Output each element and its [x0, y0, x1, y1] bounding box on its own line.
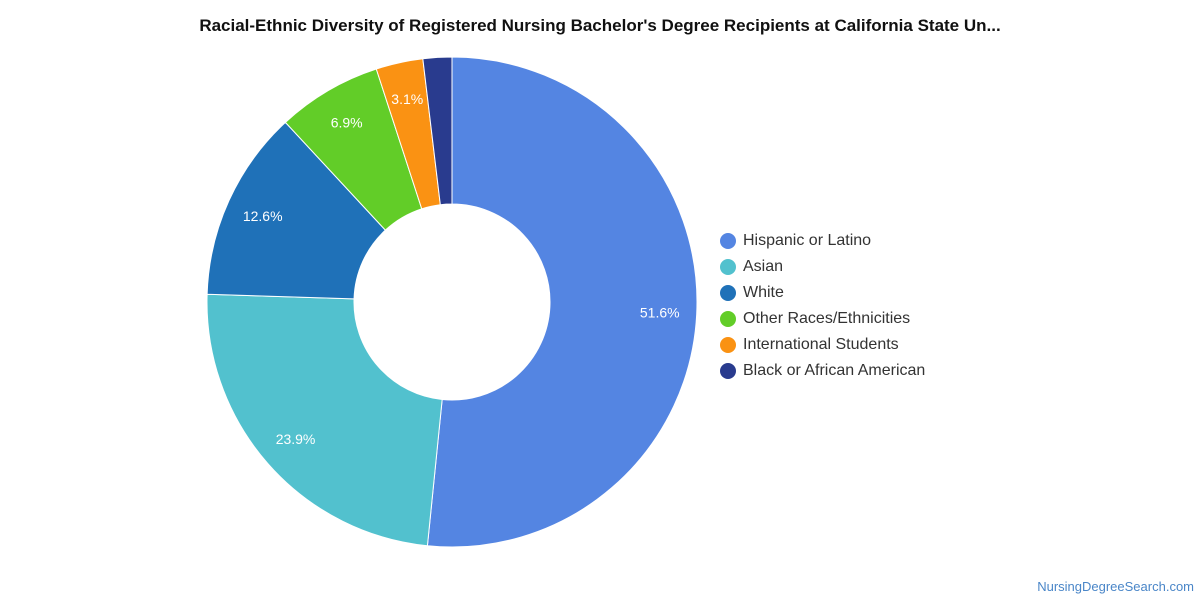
legend-swatch-icon — [720, 337, 736, 353]
legend-item-black-or-african-american[interactable]: Black or African American — [720, 358, 925, 384]
legend-label: Hispanic or Latino — [743, 232, 872, 249]
chart-title: Racial-Ethnic Diversity of Registered Nu… — [199, 16, 1001, 35]
slice-asian[interactable] — [206, 293, 443, 547]
legend-item-white[interactable]: White — [720, 280, 925, 306]
slice-white[interactable] — [206, 121, 387, 300]
slice-label-white: 12.6% — [243, 208, 283, 224]
legend-swatch-icon — [720, 311, 736, 327]
slice-label-asian: 23.9% — [276, 431, 316, 447]
legend-label: White — [743, 284, 784, 301]
legend-label: Other Races/Ethnicities — [743, 310, 911, 327]
slice-label-other-races-ethnicities: 6.9% — [331, 115, 363, 131]
legend-swatch-icon — [720, 233, 736, 249]
legend-label: Asian — [743, 258, 784, 275]
legend-label: Black or African American — [743, 362, 926, 379]
slice-black-or-african-american[interactable] — [422, 56, 453, 206]
legend-item-asian[interactable]: Asian — [720, 254, 925, 280]
source-link[interactable]: NursingDegreeSearch.com — [1037, 579, 1194, 594]
legend-swatch-icon — [720, 363, 736, 379]
slice-label-hispanic-or-latino: 51.6% — [640, 304, 680, 320]
legend-swatch-icon — [720, 259, 736, 275]
legend-item-international-students[interactable]: International Students — [720, 332, 925, 358]
chart-legend: Hispanic or Latino Asian White Other Races/… — [720, 228, 925, 384]
legend-item-hispanic-or-latino[interactable]: Hispanic or Latino — [720, 228, 925, 254]
legend-label: International Students — [743, 336, 899, 353]
slice-label-international-students: 3.1% — [391, 91, 423, 107]
legend-swatch-icon — [720, 285, 736, 301]
slice-hispanic-or-latino[interactable] — [426, 56, 698, 548]
legend-item-other-races-ethnicities[interactable]: Other Races/Ethnicities — [720, 306, 925, 332]
